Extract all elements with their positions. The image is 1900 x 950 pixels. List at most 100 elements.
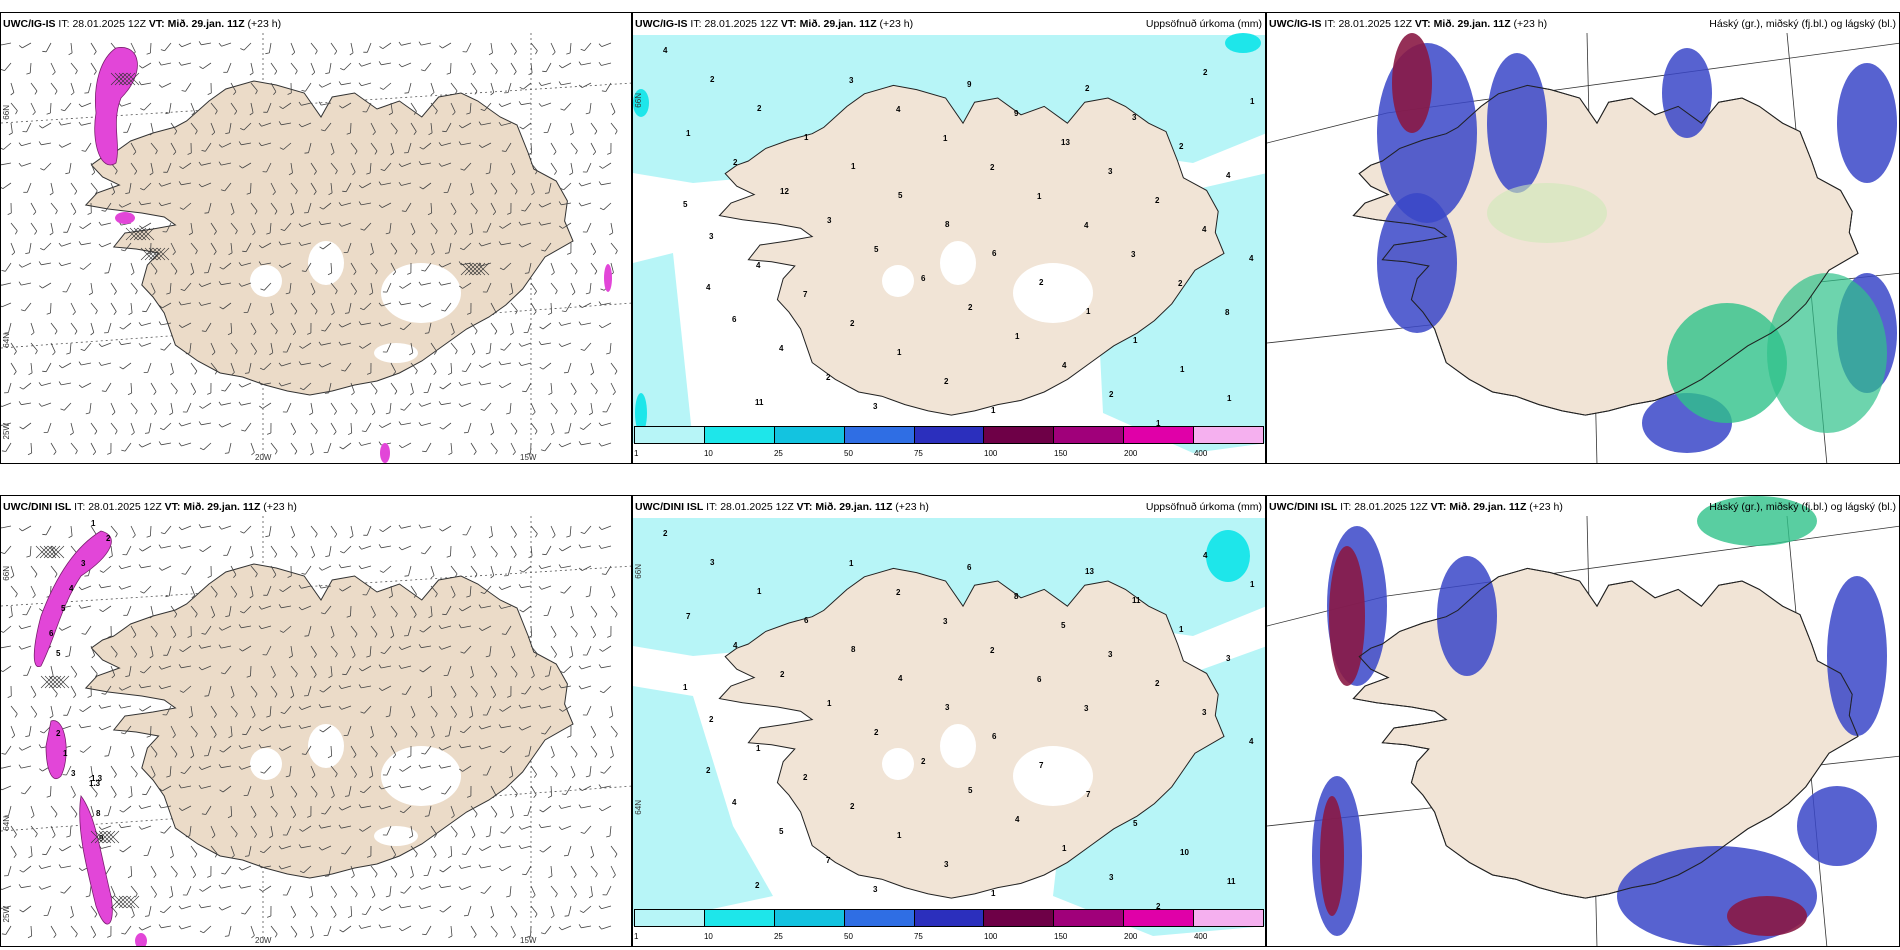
wind-barb-flag (28, 855, 33, 859)
wind-barb-flag (600, 288, 605, 291)
wind-barb-flag (218, 644, 222, 649)
colorbar-segment (844, 427, 915, 443)
wind-barb (442, 905, 452, 913)
wind-barb (228, 605, 232, 616)
wind-barb (590, 362, 595, 373)
wind-barb (341, 322, 352, 328)
wind-barb (10, 605, 13, 616)
wind-barbs (1, 524, 618, 939)
wind-barb-flag (290, 695, 295, 699)
wind-barb-flag (125, 675, 130, 677)
wind-barb (189, 342, 192, 353)
wind-barb-flag (515, 310, 518, 315)
wind-barb (401, 302, 412, 306)
wind-barb-flag (599, 207, 604, 211)
wind-barb (390, 625, 395, 636)
wind-barb-flag (598, 422, 602, 427)
wind-barb (470, 222, 474, 233)
wind-barb-flag (138, 564, 142, 569)
wind-barb (61, 382, 72, 386)
wind-barb-flag (251, 935, 255, 939)
wind-barb-flag (319, 729, 324, 733)
wind-barb-flag (478, 364, 483, 368)
wind-barb (261, 745, 272, 749)
wind-barb (428, 805, 432, 816)
wind-barb-flag (344, 795, 349, 797)
wind-barb-flag (213, 714, 217, 718)
wind-barb-flag (355, 410, 358, 415)
wind-barb-flag (294, 450, 298, 455)
wind-barb (441, 262, 452, 268)
wind-barb-flag (131, 432, 135, 436)
lat-label-64n: 64N (2, 816, 11, 831)
wind-barb (410, 222, 416, 233)
wind-barb (441, 625, 452, 629)
wind-barb (584, 825, 592, 834)
wind-barb (322, 725, 332, 733)
wind-barb (362, 825, 372, 832)
wind-barb-flag (498, 867, 503, 872)
wind-barb (562, 62, 572, 69)
wind-barb-flag (88, 292, 93, 296)
wind-barb (370, 885, 376, 896)
wind-barb (290, 545, 298, 555)
wind-barb (402, 925, 412, 932)
wind-barb (541, 565, 552, 569)
wind-barb-flag (211, 834, 216, 839)
wind-barb (183, 202, 192, 210)
wind-barb-flag (290, 212, 295, 216)
wind-barb-flag (398, 904, 402, 909)
wind-barb (610, 605, 618, 615)
wind-barb (548, 182, 552, 193)
wind-barb-flag (213, 231, 217, 235)
wind-barb-flag (13, 854, 17, 858)
wind-barb (202, 885, 212, 892)
wind-barb (110, 545, 113, 556)
wind-barb (184, 282, 192, 291)
wind-barb-flag (198, 183, 203, 188)
wind-barb-flag (592, 251, 597, 256)
wind-barb (328, 62, 332, 73)
wind-barb-flag (278, 865, 282, 870)
wind-barb (581, 202, 592, 207)
precip-value-label: 2 (1178, 279, 1183, 288)
snow-value-label: 5 (56, 649, 61, 658)
colorbar-segment (774, 427, 845, 443)
wind-barb-flag (507, 695, 512, 698)
precip-value-label: 1 (851, 162, 856, 171)
wind-barb-flag (14, 713, 18, 718)
wind-barb-flag (134, 653, 138, 658)
wind-barb-flag (558, 81, 562, 86)
wind-map (1, 33, 631, 463)
wind-barb-flag (127, 875, 132, 879)
wind-barb (30, 442, 33, 454)
wind-barb-flag (35, 833, 38, 838)
precip-value-label: 2 (896, 588, 901, 597)
precip-value-label: 1 (683, 683, 688, 692)
wind-barb (250, 585, 254, 596)
wind-barb-flag (94, 430, 98, 435)
wind-barb-flag (324, 875, 329, 877)
cloud-panel-bottom: UWC/DINI ISL IT: 28.01.2025 12Z VT: Mið.… (1266, 495, 1900, 947)
wind-barb-flag (114, 913, 118, 918)
wind-barb (601, 302, 612, 306)
precip-values: 4221158621111121235621421213472121323245… (663, 46, 1255, 444)
wind-barb-flag (478, 242, 482, 247)
wind-barb (568, 905, 572, 916)
wind-barb (510, 765, 514, 776)
wind-barb-flag (478, 847, 483, 851)
hatching (35, 545, 140, 909)
wind-barb-flag (78, 241, 82, 246)
wind-barb (350, 142, 358, 152)
wind-barb-flag (294, 933, 298, 938)
wind-barb (381, 925, 392, 929)
wind-barb (590, 262, 598, 272)
wind-barb-flag (369, 735, 374, 739)
wind-barb-flag (27, 452, 32, 456)
wind-barb (610, 585, 616, 596)
wind-barb (201, 422, 212, 426)
wind-barb-flag (359, 828, 363, 832)
wind-barb-flag (285, 292, 290, 295)
cloud-panel-top: UWC/IG-IS IT: 28.01.2025 12Z VT: Mið. 29… (1266, 12, 1900, 464)
wind-barb (581, 322, 592, 326)
